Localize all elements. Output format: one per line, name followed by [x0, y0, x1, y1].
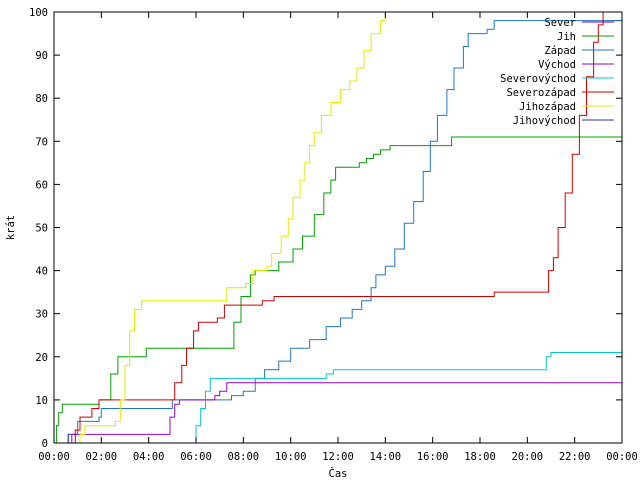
legend-label: Západ — [544, 45, 576, 57]
y-tick-label: 100 — [29, 7, 48, 19]
series-line-7 — [77, 12, 386, 443]
x-tick-label: 10:00 — [275, 451, 307, 463]
x-axis: 00:00 02:00 04:00 06:00 08:00 10:00 12:00 14:00… — [38, 12, 638, 463]
x-tick-label: 06:00 — [180, 451, 212, 463]
x-tick-label: 04:00 — [133, 451, 165, 463]
y-tick-label: 30 — [35, 309, 48, 321]
y-tick-label: 60 — [35, 179, 48, 191]
series-line-2 — [54, 136, 622, 443]
y-axis: 0 10 20 30 40 50 60 70 80 90 100 — [29, 7, 622, 450]
y-tick-label: 50 — [35, 223, 48, 235]
legend: Sever Jih Západ Východ Severovýchod Severozáp… — [500, 17, 614, 127]
x-tick-label: 12:00 — [322, 451, 354, 463]
x-tick-label: 18:00 — [464, 451, 496, 463]
y-tick-label: 70 — [35, 136, 48, 148]
y-tick-label: 10 — [35, 395, 48, 407]
y-tick-label: 0 — [42, 438, 48, 450]
series-line-3 — [65, 20, 622, 443]
x-tick-label: 02:00 — [86, 451, 118, 463]
y-tick-label: 40 — [35, 266, 48, 278]
y-tick-label: 20 — [35, 352, 48, 364]
legend-label: Východ — [538, 59, 576, 71]
x-tick-label: 00:00 — [38, 451, 70, 463]
x-tick-label: 22:00 — [559, 451, 591, 463]
legend-label: Jihozápad — [519, 101, 576, 113]
series-line-8 — [67, 433, 71, 443]
x-tick-label: 14:00 — [370, 451, 402, 463]
legend-label: Jihovýchod — [513, 115, 576, 127]
series-layer — [54, 12, 622, 443]
x-tick-label: 20:00 — [512, 451, 544, 463]
x-tick-label: 16:00 — [417, 451, 449, 463]
series-line-1 — [612, 12, 622, 22]
legend-label: Jih — [557, 31, 576, 43]
y-axis-label: krát — [5, 215, 17, 240]
y-tick-label: 80 — [35, 93, 48, 105]
y-tick-label: 90 — [35, 50, 48, 62]
series-line-4 — [70, 382, 622, 443]
x-tick-label: 00:00 — [606, 451, 638, 463]
legend-label: Severovýchod — [500, 73, 576, 85]
series-line-5 — [193, 352, 622, 443]
x-axis-label: Čas — [329, 467, 348, 480]
x-tick-label: 08:00 — [228, 451, 260, 463]
legend-label: Severozápad — [506, 87, 576, 99]
legend-label: Sever — [544, 17, 576, 29]
